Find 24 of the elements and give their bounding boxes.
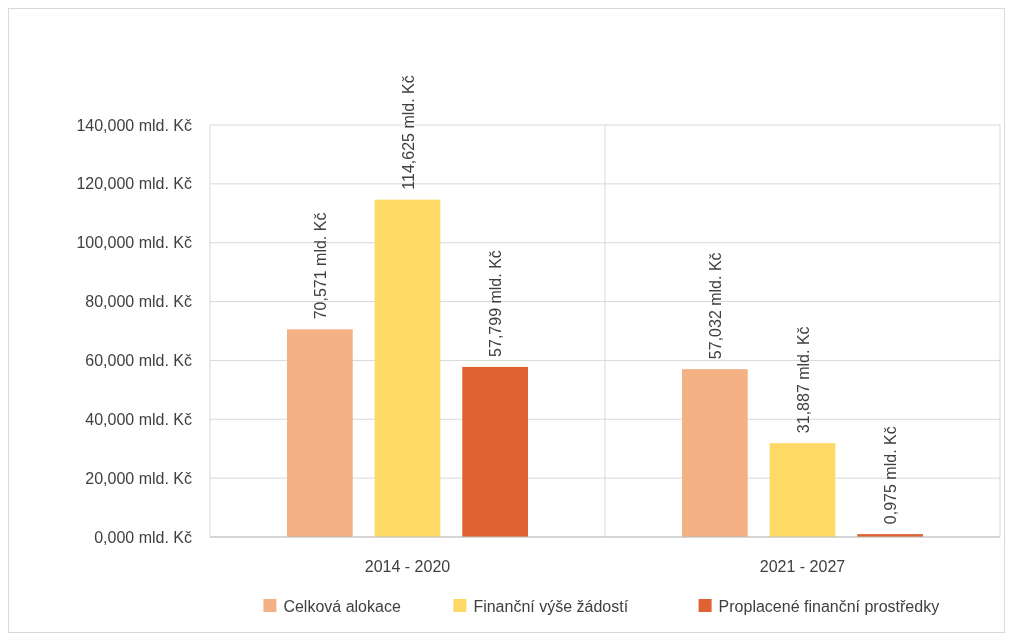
legend-label: Celková alokace <box>283 597 401 615</box>
x-tick-label: 2021 - 2027 <box>759 558 846 575</box>
y-tick-label: 20,000 mld. Kč <box>85 469 192 487</box>
y-tick-label: 120,000 mld. Kč <box>76 175 192 193</box>
bar <box>769 443 836 537</box>
data-label: 57,032 mld. Kč <box>706 252 724 360</box>
y-tick-label: 80,000 mld. Kč <box>85 293 192 311</box>
data-label: 57,799 mld. Kč <box>487 250 505 357</box>
bar <box>462 366 528 537</box>
data-label: 31,887 mld. Kč <box>794 326 812 434</box>
bar <box>287 329 353 537</box>
y-tick-label: 100,000 mld. Kč <box>76 234 192 252</box>
data-label: 114,625 mld. Kč <box>399 75 417 190</box>
y-tick-label: 140,000 mld. Kč <box>76 116 192 134</box>
legend-label: Finanční výše žádostí <box>473 597 629 615</box>
data-label: 0,975 mld. Kč <box>882 426 900 525</box>
y-tick-label: 40,000 mld. Kč <box>85 410 192 428</box>
data-label: 70,571 mld. Kč <box>311 212 329 320</box>
legend-label: Proplacené finanční prostředky <box>718 597 940 615</box>
x-tick-label: 2014 - 2020 <box>364 558 451 575</box>
y-tick-label: 60,000 mld. Kč <box>85 352 192 370</box>
bar <box>374 199 441 537</box>
bar <box>682 369 748 537</box>
y-tick-label: 0,000 mld. Kč <box>94 528 192 546</box>
